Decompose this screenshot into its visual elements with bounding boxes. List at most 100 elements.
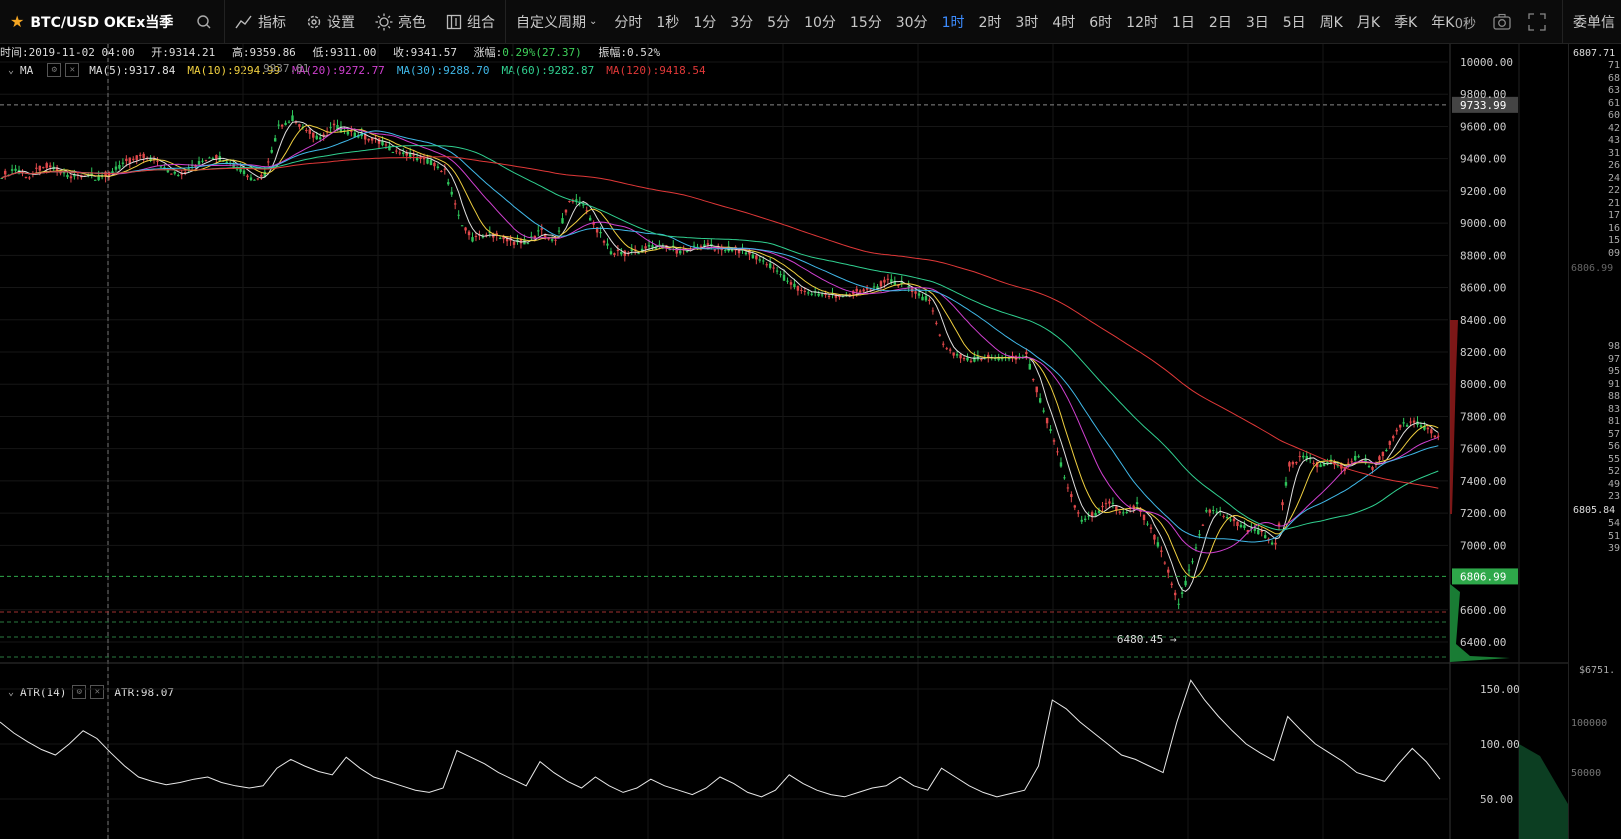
axis-tick-label: 7000.00 xyxy=(1460,539,1506,552)
candle-body xyxy=(613,253,616,255)
atr-close-icon[interactable]: ✕ xyxy=(90,685,105,699)
atr-side-label: $6751. xyxy=(1579,665,1616,676)
candle-body xyxy=(14,168,17,171)
info-open: 开:9314.21 xyxy=(151,46,216,59)
indicators-button[interactable]: 指标 xyxy=(225,0,296,44)
sun-icon xyxy=(375,13,393,30)
period-tab[interactable]: 1秒 xyxy=(656,14,680,31)
candle-body xyxy=(467,231,471,236)
period-tab[interactable]: 10分 xyxy=(804,14,836,31)
candle-body xyxy=(637,253,640,255)
period-tab[interactable]: 3时 xyxy=(1015,14,1039,31)
orderbook-mid-price: 6806.99 xyxy=(1571,263,1614,274)
candle-body xyxy=(630,249,633,251)
period-tab[interactable]: 分时 xyxy=(614,14,643,31)
period-tab[interactable]: 12时 xyxy=(1126,14,1158,31)
candle-body xyxy=(339,126,343,133)
price-badge xyxy=(1452,568,1518,585)
candle-body xyxy=(737,248,741,254)
period-tab[interactable]: 季K xyxy=(1394,14,1418,31)
period-tab[interactable]: 30分 xyxy=(895,14,928,31)
candle-body xyxy=(62,172,66,174)
price-axis: 10000.00 9800.00 9600.00 9400.00 9200.00 9000… xyxy=(1450,56,1568,839)
symbol-selector[interactable]: ★ BTC/USD OKEx当季 xyxy=(0,0,225,44)
candle-body xyxy=(166,170,170,173)
period-tab[interactable]: 1日 xyxy=(1172,14,1195,31)
ma-line-ma120 xyxy=(1,156,1439,489)
candle-body xyxy=(765,264,768,266)
period-tab[interactable]: 3分 xyxy=(730,14,754,31)
candle-body xyxy=(419,157,422,159)
chevron-down-icon: ⌄ xyxy=(589,16,598,27)
candle-body xyxy=(132,158,135,160)
search-icon[interactable] xyxy=(194,12,214,32)
camera-icon[interactable] xyxy=(1492,13,1512,31)
candle-body xyxy=(890,279,893,283)
candle-body xyxy=(675,249,678,254)
candle-body xyxy=(1083,518,1087,521)
candle-body xyxy=(1149,527,1153,529)
period-tab[interactable]: 6时 xyxy=(1089,14,1113,31)
period-tab[interactable]: 2日 xyxy=(1208,14,1232,31)
combo-button[interactable]: 组合 xyxy=(436,0,505,44)
ma-close-icon[interactable]: ✕ xyxy=(65,63,80,77)
candle-body xyxy=(1187,569,1191,571)
period-tab[interactable]: 月K xyxy=(1356,14,1381,31)
candle-body xyxy=(1125,511,1128,513)
orderbook-mid-rows: 98 97 95 91 88 83 81 57 56 55 52 49 23 xyxy=(1608,341,1620,504)
candle-body xyxy=(377,138,381,144)
custom-period-dropdown[interactable]: 自定义周期 ⌄ xyxy=(506,0,607,44)
period-tab[interactable]: 1分 xyxy=(693,14,717,31)
ma-settings-icon[interactable]: ⚙ xyxy=(47,63,62,77)
orderbook-tab[interactable]: 委单信 xyxy=(1573,15,1615,31)
candle-body xyxy=(1163,562,1167,564)
candle-body xyxy=(931,310,935,312)
fullscreen-icon[interactable] xyxy=(1528,13,1546,31)
period-tab[interactable]: 5日 xyxy=(1282,14,1306,31)
period-tab[interactable]: 5分 xyxy=(767,14,791,31)
candle-body xyxy=(1312,462,1315,464)
period-tab[interactable]: 2时 xyxy=(978,14,1002,31)
favorite-star-icon[interactable]: ★ xyxy=(10,12,25,31)
countdown-label: 0秒 xyxy=(1454,16,1476,32)
candle-body xyxy=(0,178,3,179)
candle-body xyxy=(1173,592,1177,596)
period-tab[interactable]: 周K xyxy=(1319,14,1343,31)
candle-body xyxy=(215,155,218,160)
candle-body xyxy=(658,244,661,246)
candle-body xyxy=(1063,477,1066,479)
candle-body xyxy=(858,290,862,293)
candle-body xyxy=(924,296,928,301)
candle-body xyxy=(1395,429,1398,432)
candle-body xyxy=(1222,515,1225,517)
candle-body xyxy=(232,164,235,168)
candle-body xyxy=(402,152,405,155)
candle-body xyxy=(440,171,443,173)
price-chart[interactable]: 9733.99 6806.99 10000.00 9800.00 9600.00 940… xyxy=(0,44,1568,839)
candle-body xyxy=(543,233,547,237)
period-tab[interactable]: 年K xyxy=(1431,14,1455,31)
candle-body xyxy=(713,249,717,251)
settings-button[interactable]: 设置 xyxy=(296,0,365,44)
atr-collapse-chevron-icon[interactable]: ⌄ xyxy=(8,686,15,698)
toolbar-divider xyxy=(505,0,506,44)
period-tab[interactable]: 1时 xyxy=(941,14,965,31)
candle-body xyxy=(17,169,21,172)
candle-body xyxy=(530,236,533,238)
atr-settings-icon[interactable]: ⚙ xyxy=(72,685,87,699)
period-tab[interactable]: 3日 xyxy=(1245,14,1269,31)
candle-body xyxy=(810,293,813,295)
collapse-chevron-icon[interactable]: ⌄ xyxy=(8,64,15,76)
candle-body xyxy=(644,246,647,249)
period-tab[interactable]: 15分 xyxy=(849,14,882,31)
candle-body xyxy=(111,171,114,173)
candle-body xyxy=(125,158,128,161)
theme-toggle-button[interactable]: 亮色 xyxy=(365,0,436,44)
candle-body xyxy=(1419,425,1423,427)
period-tab[interactable]: 4时 xyxy=(1052,14,1076,31)
candle-body xyxy=(1416,421,1419,425)
orderbook-row: 26 xyxy=(1607,160,1620,171)
candle-body xyxy=(1353,455,1357,461)
candle-body xyxy=(159,166,163,168)
candle-body xyxy=(1305,455,1308,460)
